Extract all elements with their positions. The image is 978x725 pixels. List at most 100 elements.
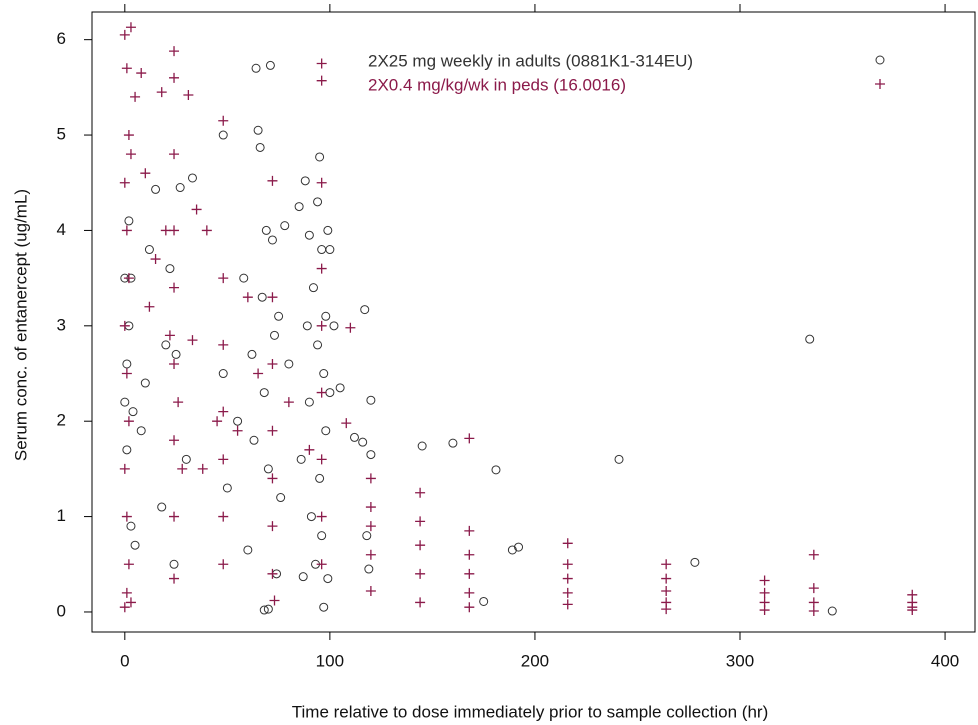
data-point <box>317 245 327 255</box>
data-point <box>448 438 458 448</box>
data-point <box>169 46 180 57</box>
data-point <box>165 264 175 274</box>
data-point <box>562 538 573 549</box>
data-point <box>259 605 269 615</box>
data-point <box>125 597 136 608</box>
data-point <box>316 454 327 465</box>
data-point <box>201 225 212 236</box>
data-point <box>175 183 185 193</box>
data-point <box>345 322 356 333</box>
data-point <box>233 416 243 426</box>
data-point <box>187 335 198 346</box>
data-point <box>284 359 294 369</box>
data-point <box>140 378 150 388</box>
data-point <box>514 542 524 552</box>
data-point <box>313 340 323 350</box>
data-point <box>316 58 327 69</box>
data-point <box>218 115 229 126</box>
data-point <box>121 587 132 598</box>
data-point <box>362 531 372 541</box>
legend-label: 2X25 mg weekly in adults (0881K1-314EU) <box>368 51 693 70</box>
data-point <box>239 273 249 283</box>
data-point <box>296 454 306 464</box>
data-point <box>183 89 194 100</box>
data-point <box>197 463 208 474</box>
data-point <box>123 559 134 570</box>
data-point <box>151 184 161 194</box>
data-point <box>218 511 229 522</box>
data-point <box>126 521 136 531</box>
y-tick-label: 6 <box>57 29 66 48</box>
y-tick-label: 0 <box>57 601 66 620</box>
data-point <box>304 397 314 407</box>
data-point <box>491 465 501 475</box>
data-point <box>119 463 130 474</box>
data-point <box>805 334 815 344</box>
data-point <box>315 473 325 483</box>
data-point <box>218 369 228 379</box>
data-point <box>121 368 132 379</box>
data-point <box>251 63 261 73</box>
y-tick-label: 4 <box>57 220 66 239</box>
data-point <box>274 311 284 321</box>
data-point <box>507 545 517 555</box>
data-point <box>464 433 475 444</box>
data-point <box>169 149 180 160</box>
data-point <box>123 130 134 141</box>
data-point <box>302 321 312 331</box>
data-point <box>316 320 327 331</box>
data-point <box>661 559 672 570</box>
data-point <box>298 572 308 582</box>
data-point <box>325 388 335 398</box>
data-point <box>123 273 134 284</box>
data-point <box>122 445 132 455</box>
data-point <box>267 568 278 579</box>
data-point <box>365 585 376 596</box>
data-point <box>173 397 184 408</box>
data-point <box>306 512 316 522</box>
data-point <box>614 454 624 464</box>
data-point <box>300 176 310 186</box>
data-point <box>144 245 154 255</box>
y-tick-label: 2 <box>57 411 66 430</box>
data-point <box>171 349 181 359</box>
data-point <box>808 583 819 594</box>
data-point <box>323 574 333 584</box>
x-tick-label: 200 <box>521 651 549 670</box>
data-point <box>169 559 179 569</box>
x-tick-label: 100 <box>316 651 344 670</box>
data-point <box>130 540 140 550</box>
data-point <box>308 283 318 293</box>
data-point <box>317 531 327 541</box>
data-point <box>415 540 426 551</box>
data-point <box>169 358 180 369</box>
data-point <box>358 437 368 447</box>
data-point <box>323 225 333 235</box>
data-point <box>218 406 229 417</box>
data-point <box>218 273 229 284</box>
data-point <box>907 605 918 616</box>
plot-frame <box>91 11 976 633</box>
data-point <box>562 559 573 570</box>
data-point <box>319 369 329 379</box>
data-point <box>263 604 273 614</box>
data-point <box>364 564 374 574</box>
data-point <box>661 585 672 596</box>
data-point <box>304 230 314 240</box>
data-point <box>329 321 339 331</box>
data-point <box>136 68 147 79</box>
data-point <box>119 320 130 331</box>
y-tick-label: 1 <box>57 506 66 525</box>
data-point <box>267 521 278 532</box>
data-point <box>267 358 278 369</box>
data-point <box>464 549 475 560</box>
data-point <box>313 197 323 207</box>
data-point <box>464 602 475 613</box>
data-point <box>759 605 770 616</box>
data-point <box>304 444 315 455</box>
data-point <box>316 511 327 522</box>
data-point <box>123 416 134 427</box>
data-point <box>479 596 489 606</box>
